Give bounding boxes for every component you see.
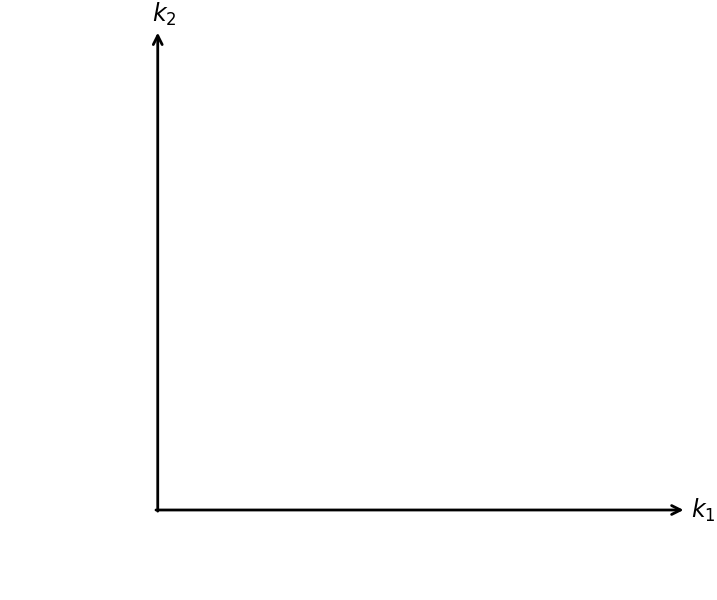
Text: $k_2$: $k_2$ (152, 1, 177, 28)
Text: $k_1$: $k_1$ (691, 496, 716, 524)
Text: $k_1{}^2 + k_2{}^2 = \pi^2/L^2$: $k_1{}^2 + k_2{}^2 = \pi^2/L^2$ (0, 599, 1, 600)
Text: $k_2 = -\,k_1\mathrm{cot}\,(k_1 L)$: $k_2 = -\,k_1\mathrm{cot}\,(k_1 L)$ (0, 599, 1, 600)
